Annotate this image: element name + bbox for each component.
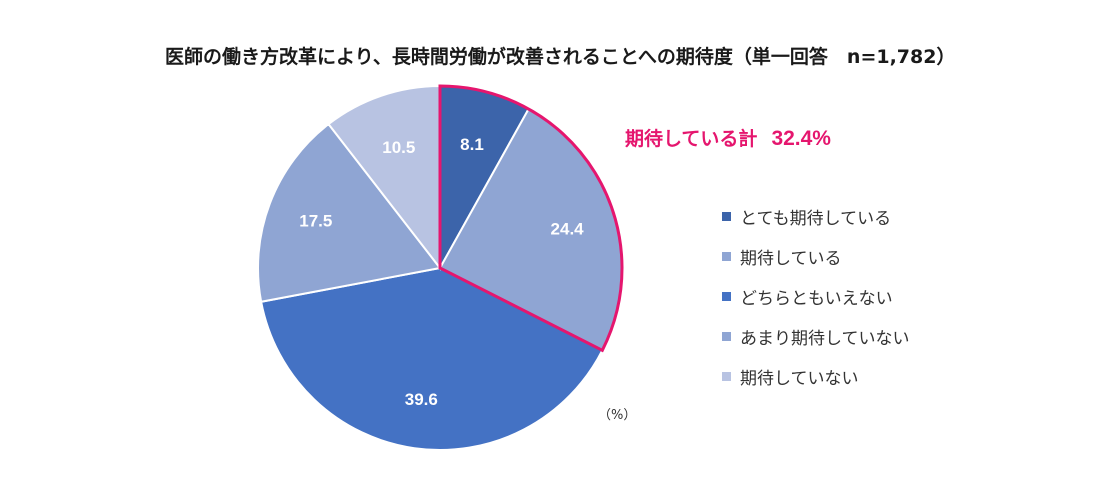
pie-slice bbox=[256, 122, 442, 303]
legend-label: あまり期待していない bbox=[740, 328, 910, 349]
legend-label: とても期待している bbox=[740, 208, 892, 229]
slice-value-label: 17.5 bbox=[299, 211, 332, 230]
legend-swatch bbox=[722, 371, 731, 381]
slice-value-label: 8.1 bbox=[460, 135, 484, 154]
unit-label: （%） bbox=[598, 408, 637, 423]
pie-slice bbox=[327, 84, 441, 271]
legend-swatch bbox=[722, 331, 731, 341]
legend-item: 期待していない bbox=[722, 356, 910, 396]
legend-item: どちらともいえない bbox=[722, 276, 910, 316]
slice-value-label: 10.5 bbox=[382, 138, 415, 157]
slice-value-label: 39.6 bbox=[405, 390, 438, 409]
legend: とても期待している 期待している どちらともいえない あまり期待していない 期待… bbox=[722, 196, 910, 396]
highlight-label: 期待している計 32.4% bbox=[625, 124, 831, 151]
chart-title: 医師の働き方改革により、長時間労働が改善されることへの期待度（単一回答 n=1,… bbox=[165, 46, 956, 68]
legend-item: 期待している bbox=[722, 236, 910, 276]
legend-item: とても期待している bbox=[722, 196, 910, 236]
pie-slice bbox=[259, 266, 604, 451]
legend-label: 期待していない bbox=[740, 368, 859, 389]
legend-swatch bbox=[722, 251, 731, 261]
legend-swatch bbox=[722, 211, 731, 221]
legend-label: 期待している bbox=[740, 248, 842, 269]
legend-swatch bbox=[722, 291, 731, 301]
slice-value-label: 24.4 bbox=[551, 220, 585, 239]
highlight-outline bbox=[438, 84, 624, 353]
legend-label: どちらともいえない bbox=[740, 288, 893, 309]
legend-item: あまり期待していない bbox=[722, 316, 910, 356]
highlight-value: 32.4% bbox=[771, 127, 831, 150]
highlight-text: 期待している計 bbox=[625, 128, 758, 150]
